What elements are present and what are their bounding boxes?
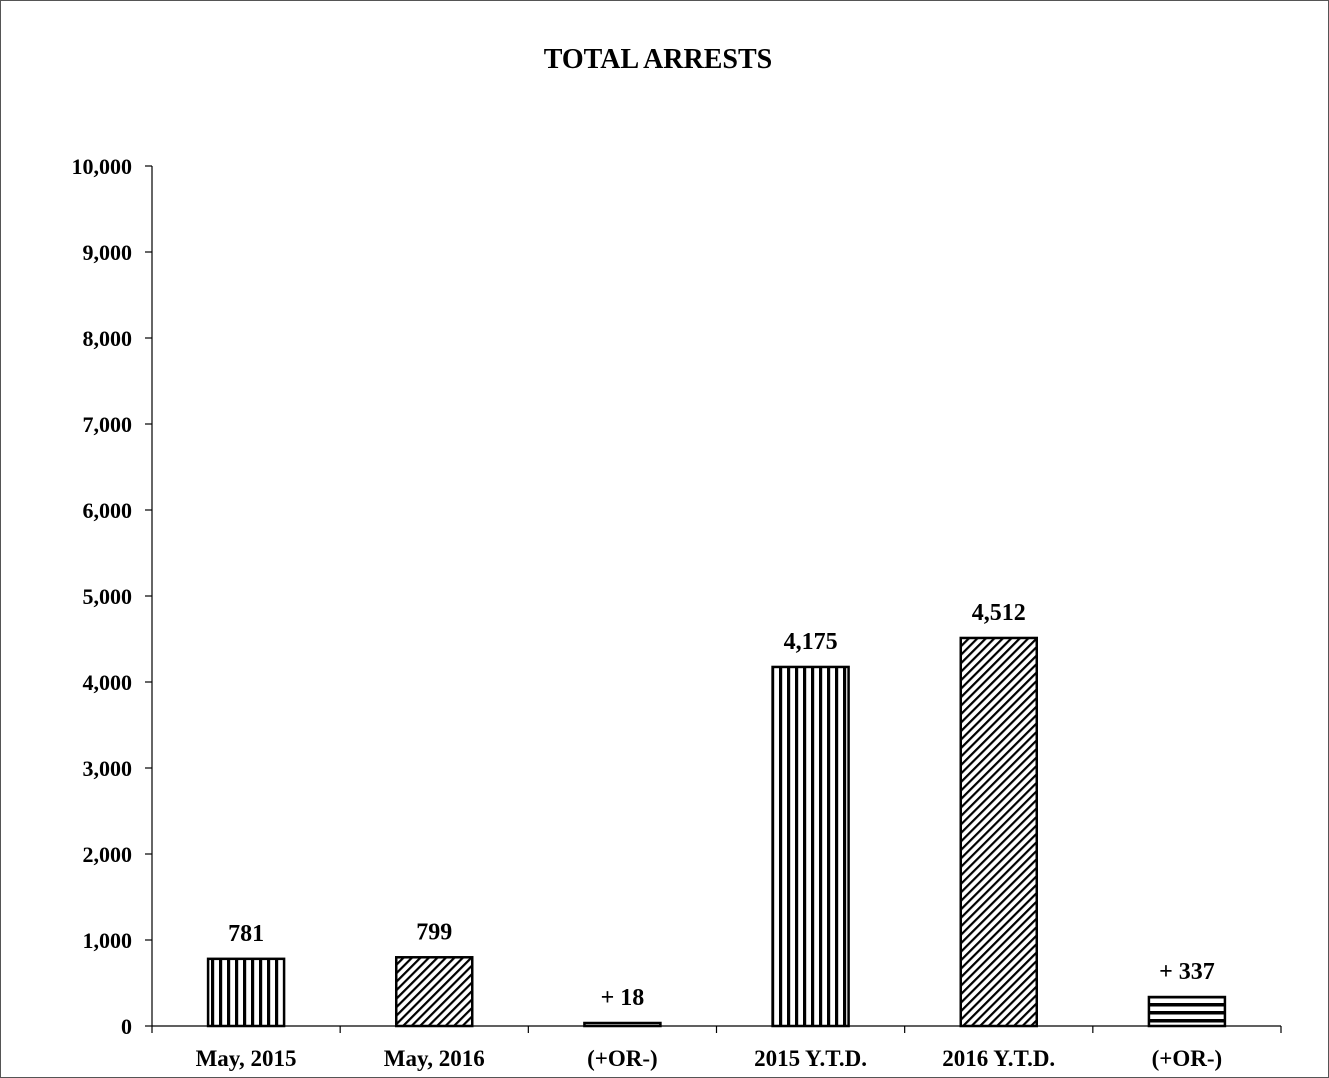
data-label: + 18 <box>601 985 645 1011</box>
data-label: 799 <box>416 919 452 945</box>
bar <box>1147 995 1227 1028</box>
data-labels: 781 799 + 18 4,175 4,512 + 337 <box>228 600 1215 1011</box>
category-label: 2015 Y.T.D. <box>754 1046 867 1071</box>
y-tick-label: 5,000 <box>83 584 133 609</box>
category-label: May, 2015 <box>196 1046 297 1071</box>
y-tick-label: 9,000 <box>83 240 133 265</box>
y-tick-label: 6,000 <box>83 498 133 523</box>
data-label: 4,175 <box>784 629 838 655</box>
bars <box>206 636 1227 1028</box>
y-tick-label: 2,000 <box>83 842 133 867</box>
y-tick-label: 0 <box>121 1014 132 1039</box>
y-tick-label: 8,000 <box>83 326 133 351</box>
bar <box>395 956 474 1028</box>
category-label: (+OR-) <box>587 1046 658 1071</box>
data-label: + 337 <box>1159 959 1215 985</box>
data-label: 4,512 <box>972 600 1026 626</box>
bar <box>583 1021 662 1028</box>
chart-title: TOTAL ARRESTS <box>544 44 773 75</box>
data-label: 781 <box>228 921 264 947</box>
bar <box>771 665 850 1028</box>
y-axis: 0 1,000 2,000 3,000 4,000 5,000 6,000 7,000 8,00… <box>72 154 153 1039</box>
bar <box>206 957 286 1028</box>
y-tick-label: 7,000 <box>83 412 133 437</box>
category-label: May, 2016 <box>384 1046 485 1071</box>
category-label: 2016 Y.T.D. <box>942 1046 1055 1071</box>
category-label: (+OR-) <box>1152 1046 1223 1071</box>
bar <box>959 636 1038 1028</box>
y-tick-label: 1,000 <box>83 928 133 953</box>
category-labels: May, 2015 May, 2016 (+OR-) 2015 Y.T.D. 2016 … <box>196 1046 1223 1071</box>
y-tick-label: 3,000 <box>83 756 133 781</box>
y-tick-label: 4,000 <box>83 670 133 695</box>
y-tick-label: 10,000 <box>72 154 133 179</box>
x-axis <box>151 1025 1282 1033</box>
